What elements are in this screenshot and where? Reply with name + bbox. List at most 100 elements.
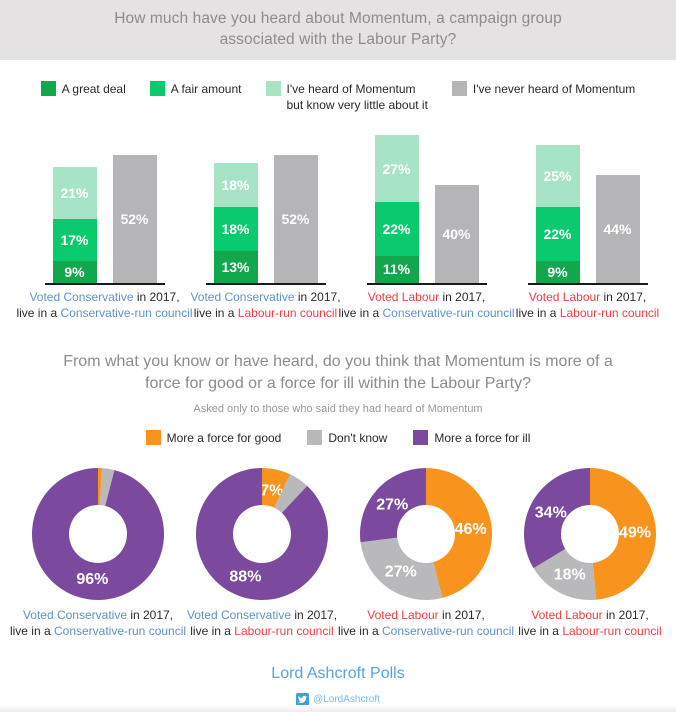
group-label-part: live in a: [518, 623, 563, 638]
donut-legend-item-0: More a force for good: [145, 430, 282, 447]
group-label-part: live in a: [9, 623, 54, 638]
group-label-line1: Voted Labour in 2017,: [518, 608, 661, 624]
bar-chart-group-3: 25% 22% 9% 44% Voted Labour in 2017, live in …: [507, 135, 668, 321]
donut-chart: 7% 88%: [196, 468, 328, 600]
group-label-part: in 2017,: [600, 290, 647, 304]
never-heard-bar: 44%: [595, 174, 640, 283]
bar-group-label: Voted Conservative in 2017, live in a Lab…: [190, 290, 340, 321]
legend-swatch-icon: [451, 81, 467, 96]
donut-slice-value: 96%: [76, 571, 108, 588]
donut-chart: 46% 27% 27%: [360, 468, 492, 600]
survey-question-1-title: How much have you heard about Momentum, …: [114, 10, 562, 48]
group-label-part: Voted Labour: [531, 608, 603, 622]
bar-segment-value: 13%: [221, 259, 250, 276]
bar-plot-area: 27% 22% 11% 40%: [374, 135, 479, 283]
group-label-line2: live in a Labour-run council: [190, 306, 340, 322]
donut-group-label: Voted Labour in 2017, live in a Conservat…: [338, 608, 514, 639]
donut-slice: [99, 468, 115, 506]
footer-brand-link[interactable]: Lord Ashcroft Polls: [271, 665, 405, 682]
donut-charts-row: 96% Voted Conservative in 2017, live in a …: [0, 464, 676, 639]
group-label-part: Voted Labour: [528, 290, 601, 304]
donut-chart-group-2: 46% 27% 27% Voted Labour in 2017, live in a …: [338, 464, 514, 639]
group-label-part: in 2017,: [294, 290, 341, 304]
group-label-line1: Voted Labour in 2017,: [516, 290, 659, 306]
bar-segment-value: 9%: [547, 263, 568, 280]
footer-brand-wrap: Lord Ashcroft Polls: [0, 665, 676, 683]
legend-swatch-icon: [265, 81, 281, 96]
bar-legend-item-0: A great deal: [40, 81, 126, 98]
bar-segment: 18%: [213, 206, 258, 252]
legend-swatch-icon: [413, 430, 429, 445]
group-label-line2: live in a Labour-run council: [516, 306, 659, 322]
donut-slice: [590, 468, 657, 600]
stacked-bar: 25% 22% 9%: [535, 145, 580, 283]
donut-slice: [274, 474, 308, 513]
donut-slice: [196, 468, 328, 600]
group-label-line1: Voted Conservative in 2017,: [187, 608, 337, 624]
donut-slice-value: 27%: [376, 497, 408, 514]
bar-chart-group-2: 27% 22% 11% 40% Voted Labour in 2017, live in…: [338, 135, 515, 321]
twitter-icon[interactable]: [296, 693, 310, 706]
bar-segment-value: 18%: [221, 176, 250, 193]
donut-slice-value: 7%: [260, 483, 283, 500]
donut-group-label: Voted Labour in 2017, live in a Labour-ru…: [518, 608, 661, 639]
donut-chart-group-1: 7% 88% Voted Conservative in 2017, live in …: [180, 464, 344, 639]
bar-segment: 22%: [535, 206, 580, 261]
never-heard-bar: 52%: [112, 155, 157, 283]
never-heard-value: 52%: [120, 211, 149, 228]
never-heard-bar: 52%: [273, 155, 318, 283]
axis-baseline: [366, 283, 487, 285]
legend-swatch-icon: [307, 430, 323, 445]
bar-segment-value: 22%: [382, 220, 411, 237]
never-heard-value: 44%: [603, 220, 632, 237]
group-label-part: live in a: [16, 305, 61, 320]
donut-slice-value: 88%: [229, 568, 261, 585]
donut-chart: 96%: [31, 468, 165, 600]
donut-slice-value: 49%: [619, 524, 651, 541]
legend-label: A great deal: [61, 82, 126, 96]
legend-label: More a force for good: [166, 431, 282, 445]
group-label-line2: live in a Conservative-run council: [338, 306, 514, 322]
group-label-line1: Voted Conservative in 2017,: [190, 290, 340, 306]
group-label-part: Voted Labour: [367, 608, 439, 622]
group-label-part: in 2017,: [602, 608, 649, 622]
donut-slice-value: 18%: [554, 567, 586, 584]
legend-label: I've heard of Momentum but know very lit…: [286, 82, 428, 112]
bar-segment-value: 27%: [382, 160, 411, 177]
donut-slice: [524, 468, 590, 569]
group-label-line2: live in a Conservative-run council: [338, 624, 514, 640]
bar-legend-item-1: A fair amount: [149, 81, 242, 98]
group-label-part: Voted Conservative: [186, 608, 291, 622]
donut-slice: [262, 468, 291, 508]
donut-slice-value: 27%: [385, 564, 417, 581]
bar-segment-value: 9%: [64, 263, 85, 280]
twitter-handle-link[interactable]: @LordAshcroft: [313, 694, 380, 705]
group-label-part: Labour-run council: [559, 305, 660, 320]
group-label-line2: live in a Conservative-run council: [16, 306, 192, 322]
group-label-part: Voted Labour: [367, 290, 440, 304]
bar-legend-item-2: I've heard of Momentum but know very lit…: [265, 81, 428, 113]
bar-segment: 11%: [374, 255, 419, 283]
donut-chart-group-0: 96% Voted Conservative in 2017, live in a …: [10, 464, 186, 639]
donut-group-label: Voted Conservative in 2017, live in a Con…: [10, 608, 186, 639]
group-label-part: live in a: [338, 305, 383, 320]
legend-label: Don't know: [328, 431, 388, 445]
group-label-part: Labour-run council: [562, 623, 662, 638]
group-label-part: Labour-run council: [234, 623, 334, 638]
group-label-line2: live in a Conservative-run council: [10, 624, 186, 640]
group-label-line1: Voted Conservative in 2017,: [10, 608, 186, 624]
donut-chart-group-3: 49% 18% 34% Voted Labour in 2017, live in a …: [508, 464, 672, 639]
group-label-part: live in a: [515, 305, 560, 320]
axis-baseline: [205, 283, 326, 285]
group-label-part: Conservative-run council: [382, 305, 515, 320]
group-label-part: in 2017,: [439, 290, 486, 304]
legend-label: A fair amount: [170, 82, 242, 96]
stacked-bar: 18% 18% 13%: [213, 162, 258, 283]
donut-chart-legend: More a force for good Don't know More a fo…: [0, 430, 676, 447]
bottom-fade: [0, 705, 676, 712]
bar-segment: 21%: [52, 167, 97, 220]
group-label-part: Conservative-run council: [60, 305, 193, 320]
legend-swatch-icon: [145, 430, 161, 445]
group-label-part: in 2017,: [438, 608, 485, 622]
bar-segment-value: 18%: [221, 220, 250, 237]
